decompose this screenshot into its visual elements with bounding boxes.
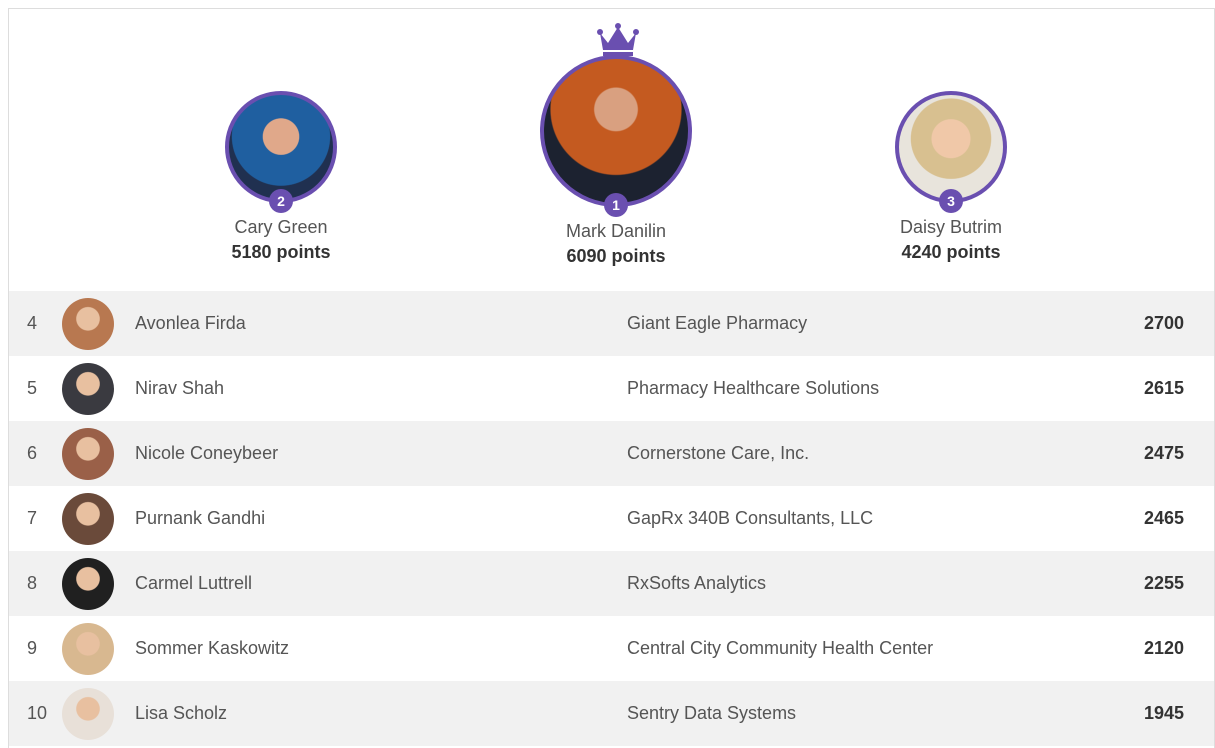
podium-avatar [225,91,337,203]
podium-avatar [540,55,692,207]
podium-name: Cary Green [161,217,401,238]
name: Sommer Kaskowitz [135,616,289,681]
leaderboard: 2 Cary Green 5180 points 1 Mark Danilin 6090 … [8,8,1215,748]
organization: GapRx 340B Consultants, LLC [627,486,873,551]
name: Nirav Shah [135,356,224,421]
leaderboard-row: 7 Purnank Gandhi GapRx 340B Consultants, L… [9,486,1214,551]
rank: 8 [27,551,37,616]
podium-name: Daisy Butrim [831,217,1071,238]
name: Nicole Coneybeer [135,421,278,486]
rank: 5 [27,356,37,421]
organization: Pharmacy Healthcare Solutions [627,356,879,421]
leaderboard-row: 4 Avonlea Firda Giant Eagle Pharmacy 2700 [9,291,1214,356]
points: 2700 [1144,291,1184,356]
row-avatar [62,623,114,675]
podium-points: 5180 points [161,242,401,263]
rank: 9 [27,616,37,681]
rank: 4 [27,291,37,356]
organization: Giant Eagle Pharmacy [627,291,807,356]
name: Purnank Gandhi [135,486,265,551]
podium-name: Mark Danilin [496,221,736,242]
row-avatar [62,428,114,480]
row-avatar [62,298,114,350]
leaderboard-row: 9 Sommer Kaskowitz Central City Community … [9,616,1214,681]
row-avatar [62,493,114,545]
rank-badge: 1 [604,193,628,217]
points: 2465 [1144,486,1184,551]
points: 2475 [1144,421,1184,486]
name: Avonlea Firda [135,291,246,356]
leaderboard-row: 10 Lisa Scholz Sentry Data Systems 1945 [9,681,1214,746]
points: 2615 [1144,356,1184,421]
podium-points: 6090 points [496,246,736,267]
organization: Cornerstone Care, Inc. [627,421,809,486]
rank: 6 [27,421,37,486]
page: 2 Cary Green 5180 points 1 Mark Danilin 6090 … [0,0,1215,747]
leaderboard-row: 5 Nirav Shah Pharmacy Healthcare Solutions… [9,356,1214,421]
podium-avatar [895,91,1007,203]
row-avatar [62,688,114,740]
podium-points: 4240 points [831,242,1071,263]
points: 2255 [1144,551,1184,616]
organization: RxSofts Analytics [627,551,766,616]
leaderboard-row: 6 Nicole Coneybeer Cornerstone Care, Inc. 2… [9,421,1214,486]
crown-icon [597,23,639,57]
row-avatar [62,363,114,415]
rank: 7 [27,486,37,551]
rank: 10 [27,681,47,746]
name: Carmel Luttrell [135,551,252,616]
name: Lisa Scholz [135,681,227,746]
points: 2120 [1144,616,1184,681]
organization: Sentry Data Systems [627,681,796,746]
rank-badge: 3 [939,189,963,213]
points: 1945 [1144,681,1184,746]
leaderboard-row: 8 Carmel Luttrell RxSofts Analytics 2255 [9,551,1214,616]
organization: Central City Community Health Center [627,616,933,681]
row-avatar [62,558,114,610]
rank-badge: 2 [269,189,293,213]
